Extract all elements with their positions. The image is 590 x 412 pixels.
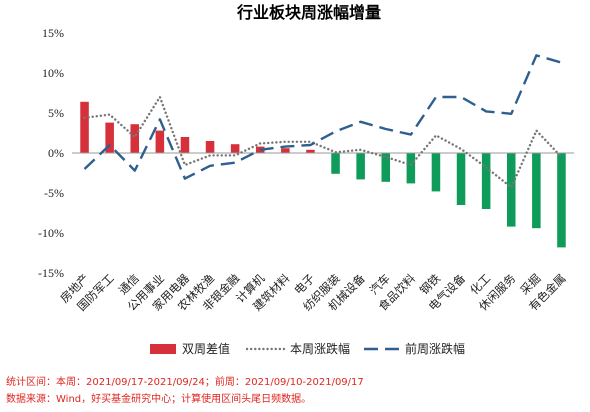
- period-note: 统计区间：本周：2021/09/17-2021/09/24；前周：2021/09…: [6, 377, 364, 388]
- source-note: 数据来源：Wind，好买基金研究中心；计算使用区间头尾日频数据。: [6, 394, 312, 405]
- chart-title: 行业板块周涨幅增量: [236, 3, 381, 22]
- y-tick-label: -10%: [38, 226, 64, 240]
- bar: [557, 153, 566, 248]
- x-axis: 房地产国防军工通信公用事业家用电器农林牧渔非银金融计算机建筑材料电子纺织服装机械…: [57, 271, 568, 314]
- legend-label: 本周涨跌幅: [290, 341, 350, 356]
- y-tick-label: 10%: [42, 66, 64, 80]
- bar: [456, 153, 466, 205]
- bar: [180, 137, 190, 153]
- y-tick-label: 0%: [48, 146, 64, 160]
- bar: [481, 153, 491, 209]
- legend-bar-swatch: [150, 344, 176, 354]
- bar: [80, 101, 89, 153]
- bar: [431, 153, 441, 192]
- bar: [406, 153, 416, 184]
- current-week-line: [83, 95, 563, 189]
- bar: [331, 153, 340, 174]
- bar: [130, 124, 140, 153]
- bar: [281, 148, 290, 153]
- bar: [205, 141, 215, 153]
- bar: [356, 153, 365, 180]
- bar: [506, 153, 516, 227]
- bar: [155, 130, 165, 153]
- bar: [532, 153, 541, 229]
- y-tick-label: -15%: [38, 266, 64, 280]
- y-axis: 15% 10% 5% 0% -5% -10% -15%: [38, 26, 64, 280]
- previous-week-line: [83, 54, 562, 180]
- legend-label: 前周涨跌幅: [405, 341, 465, 356]
- y-tick-label: 5%: [48, 106, 64, 120]
- bar: [105, 122, 114, 153]
- bar: [306, 149, 315, 153]
- legend-label: 双周差值: [182, 341, 230, 356]
- bar-series: [80, 101, 566, 248]
- y-tick-label: -5%: [44, 186, 64, 200]
- legend: 双周差值 本周涨跌幅 前周涨跌幅: [150, 341, 465, 356]
- bar: [381, 153, 391, 182]
- bar: [230, 144, 240, 153]
- line-series: [83, 54, 563, 189]
- y-tick-label: 15%: [42, 26, 64, 40]
